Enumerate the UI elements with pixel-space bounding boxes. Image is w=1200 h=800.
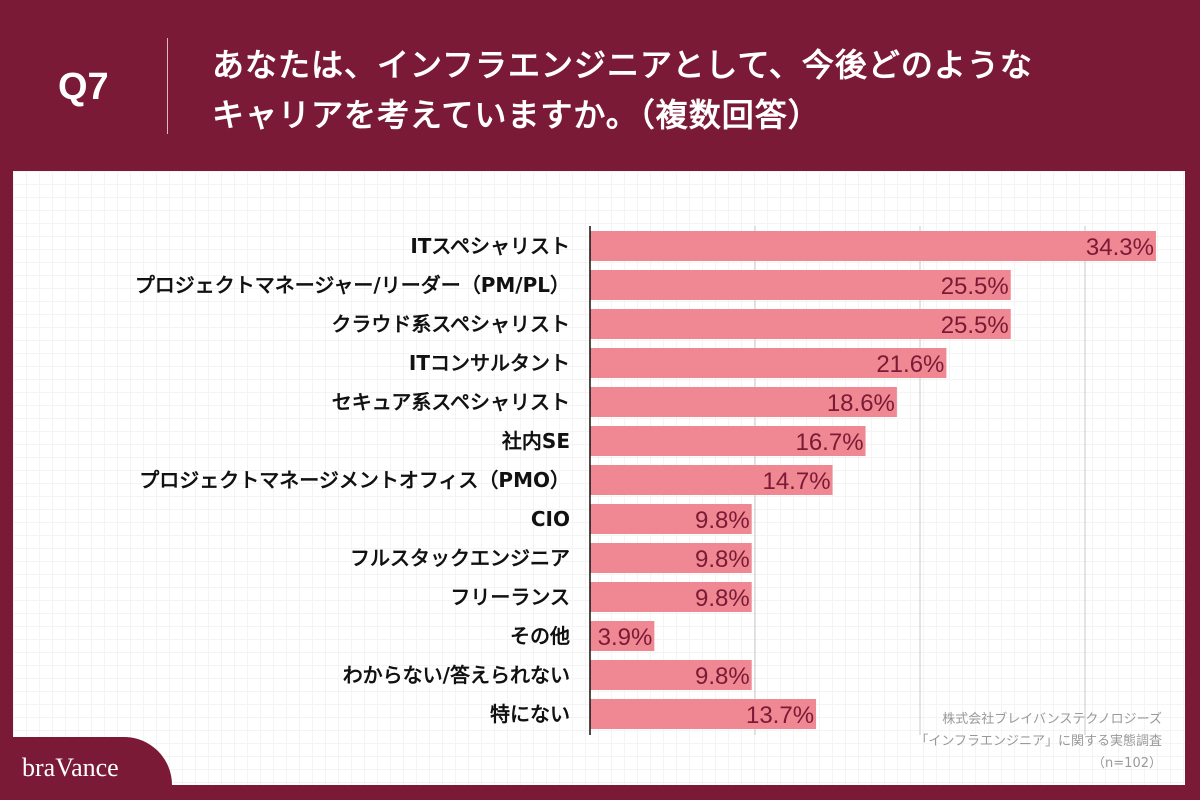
category-label: フルスタックエンジニア xyxy=(350,546,570,570)
bar xyxy=(590,660,752,690)
value-label: 9.8% xyxy=(695,585,750,612)
category-label: ITスペシャリスト xyxy=(410,234,570,258)
bar xyxy=(590,270,1011,300)
category-label: セキュア系スペシャリスト xyxy=(332,390,570,414)
logo-text: braVance xyxy=(22,753,119,782)
value-label: 16.7% xyxy=(795,429,863,456)
value-label: 3.9% xyxy=(598,624,653,651)
source-line-3: （n=102） xyxy=(1092,756,1162,771)
value-label: 18.6% xyxy=(827,390,895,417)
category-label: わからない/答えられない xyxy=(343,663,570,687)
category-label: クラウド系スペシャリスト xyxy=(331,312,570,336)
value-label: 9.8% xyxy=(695,663,750,690)
category-label: ITコンサルタント xyxy=(409,351,570,375)
title-line-1: あなたは、インフラエンジニアとして、今後どのような xyxy=(212,46,1033,84)
logo: braVance xyxy=(0,737,172,800)
question-title: あなたは、インフラエンジニアとして、今後どのような キャリアを考えていますか。（… xyxy=(212,40,1033,140)
bar xyxy=(590,426,866,456)
value-label: 9.8% xyxy=(695,546,750,573)
bar xyxy=(590,348,947,378)
category-label: 特にない xyxy=(490,702,570,726)
bar xyxy=(590,582,752,612)
category-label: フリーランス xyxy=(450,585,570,609)
value-label: 9.8% xyxy=(695,507,750,534)
category-label: プロジェクトマネージメントオフィス（PMO） xyxy=(139,468,570,492)
bar xyxy=(590,465,833,495)
divider xyxy=(167,38,168,134)
bar xyxy=(590,699,817,729)
category-label: 社内SE xyxy=(501,429,570,453)
bar xyxy=(590,231,1156,261)
question-number: Q7 xyxy=(58,66,109,108)
source-line-2: 「インフラエンジニア」に関する実態調査 xyxy=(915,734,1162,749)
value-label: 25.5% xyxy=(941,273,1009,300)
source-line-1: 株式会社ブレイバンステクノロジーズ xyxy=(942,712,1162,727)
category-label: プロジェクトマネージャー/リーダー（PM/PL） xyxy=(135,273,570,297)
title-line-2: キャリアを考えていますか。（複数回答） xyxy=(212,96,821,134)
value-label: 34.3% xyxy=(1086,234,1154,261)
value-label: 14.7% xyxy=(762,468,830,495)
bar xyxy=(590,309,1011,339)
value-label: 25.5% xyxy=(941,312,1009,339)
value-label: 21.6% xyxy=(876,351,944,378)
value-label: 13.7% xyxy=(746,702,814,729)
source-note: 株式会社ブレイバンステクノロジーズ 「インフラエンジニア」に関する実態調査 （n… xyxy=(915,709,1162,775)
category-label: CIO xyxy=(531,507,570,531)
category-label: その他 xyxy=(510,624,570,648)
bar xyxy=(590,621,655,651)
bar xyxy=(590,387,897,417)
bar xyxy=(590,543,752,573)
bar xyxy=(590,504,752,534)
